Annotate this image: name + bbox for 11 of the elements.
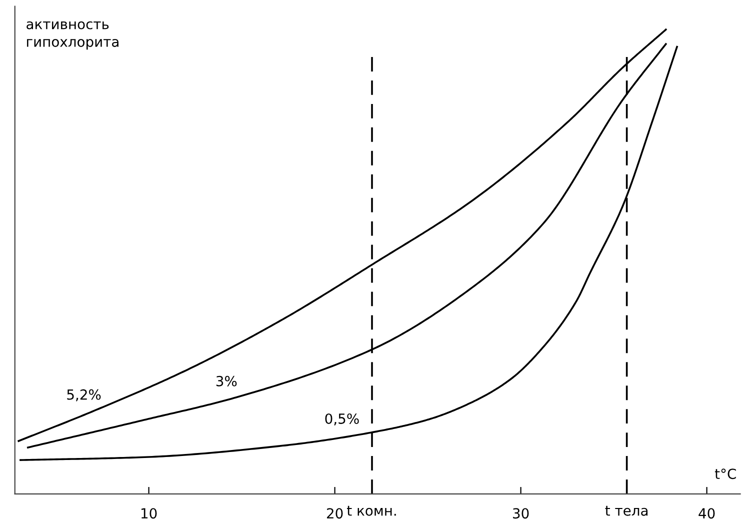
x-tick-label: 40 [698,508,715,519]
x-tick-label: 20 [326,508,343,519]
series-label: 5,2% [67,389,101,402]
ref-line-label: t комн. [347,506,396,516]
x-tick-label: 10 [141,508,157,519]
x-axis-title: t°C [714,468,736,480]
x-tick-label: 30 [513,508,529,519]
ref-line-label: t тела [605,506,648,516]
y-axis-title: активность гипохлорита [26,21,118,50]
series-label: 0,5% [325,413,359,426]
series-label: 3% [216,376,237,386]
